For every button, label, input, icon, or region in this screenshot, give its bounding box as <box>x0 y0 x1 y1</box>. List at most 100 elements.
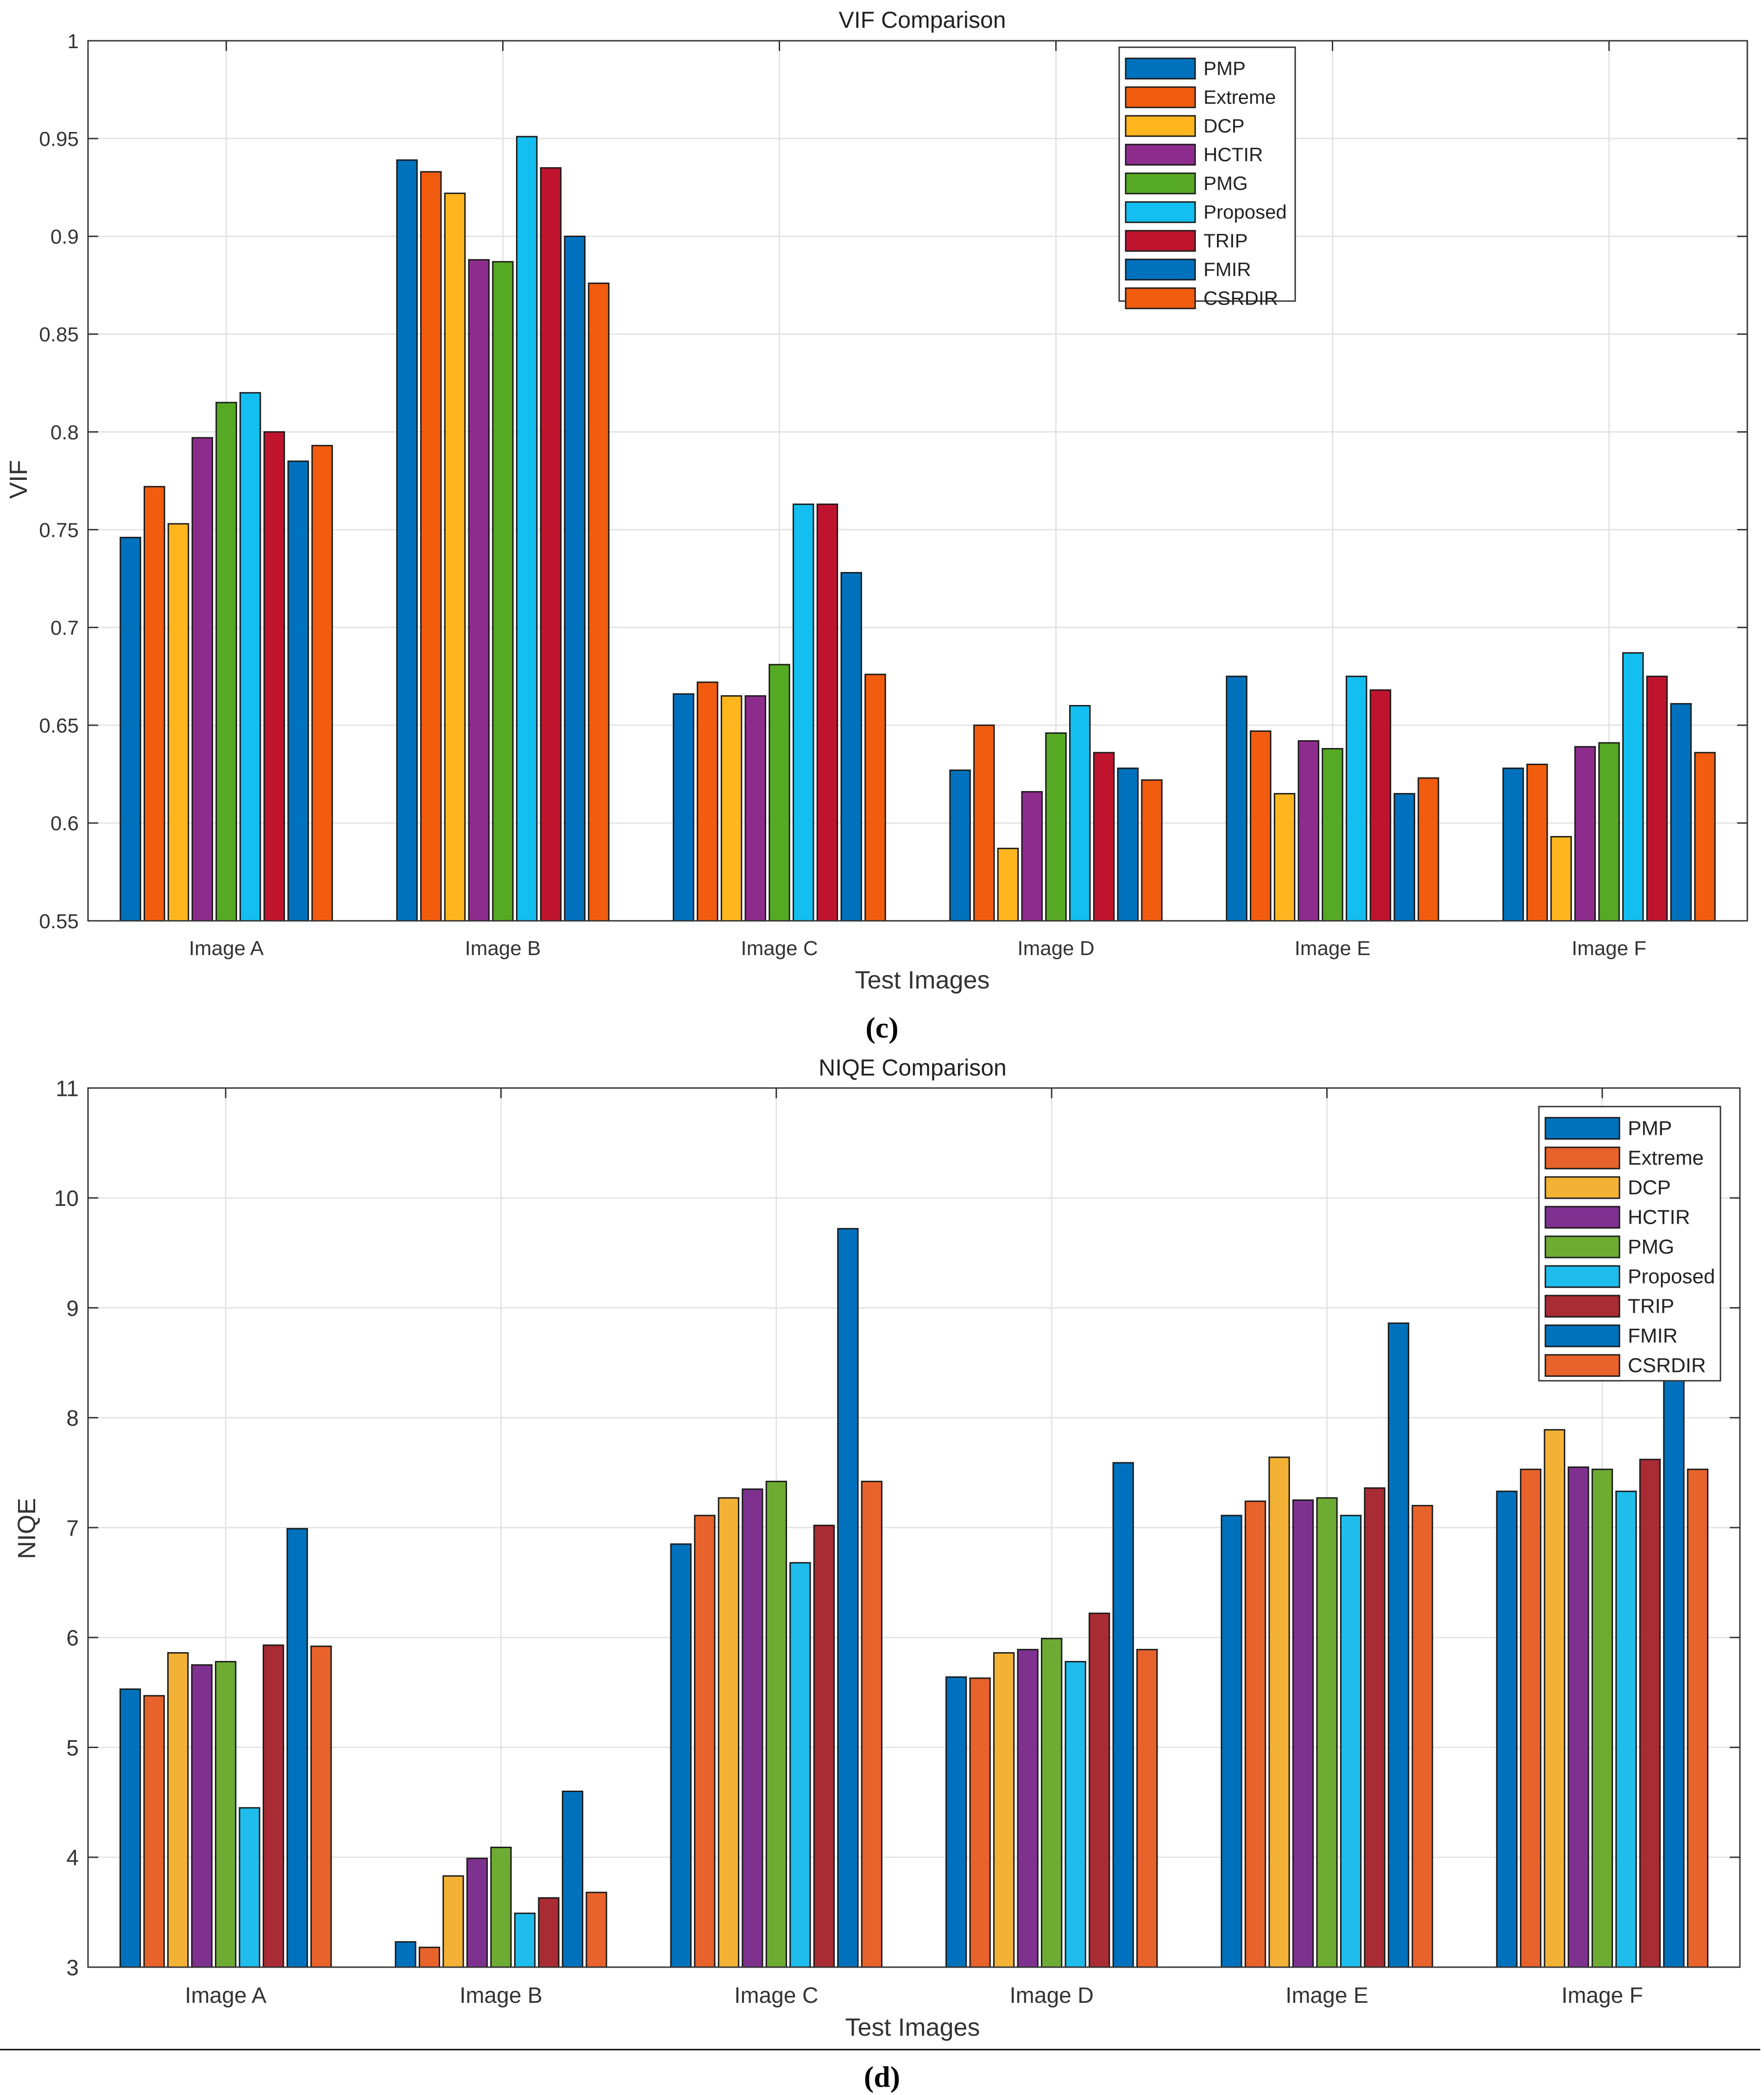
vif-bar-extreme-image-b <box>420 171 442 922</box>
niqe-bar-proposed-image-a <box>239 1807 260 1968</box>
niqe-bar-extreme-image-d <box>969 1677 991 1968</box>
niqe-y-axis-label: NIQE <box>13 1498 41 1559</box>
niqe-bar-trip-image-c <box>813 1524 835 1968</box>
niqe-bar-extreme-image-c <box>694 1515 716 1968</box>
niqe-legend-swatch-trip <box>1544 1295 1620 1318</box>
niqe-bar-extreme-image-b <box>418 1946 441 1968</box>
vif-bar-dcp-image-c <box>720 695 743 922</box>
niqe-legend-label-fmir: FMIR <box>1628 1325 1678 1347</box>
vif-chart: VIF Comparison Test Images VIF (c) 0.55 0… <box>5 7 1748 1044</box>
niqe-y-tick-label: 7 <box>66 1516 79 1541</box>
vif-y-tick-label: 0.85 <box>39 323 79 346</box>
vif-bar-hctir-image-b <box>468 259 490 922</box>
vif-legend-swatch-fmir <box>1125 258 1196 281</box>
vif-legend-label-dcp: DCP <box>1203 115 1245 137</box>
niqe-legend-label-pmg: PMG <box>1628 1236 1674 1258</box>
niqe-y-tick-label: 10 <box>54 1187 79 1211</box>
vif-legend-label-hctir: HCTIR <box>1203 144 1263 165</box>
niqe-legend-label-pmp: PMP <box>1628 1117 1672 1140</box>
vif-bar-pmp-image-c <box>673 693 694 922</box>
vif-bar-trip-image-f <box>1646 675 1668 922</box>
niqe-y-tick-label: 6 <box>66 1626 79 1651</box>
vif-bar-proposed-image-d <box>1069 705 1091 922</box>
niqe-bar-proposed-image-d <box>1065 1661 1086 1968</box>
niqe-y-tick-label: 5 <box>66 1736 79 1761</box>
niqe-bar-fmir-image-a <box>286 1528 308 1968</box>
vif-bar-dcp-image-f <box>1550 836 1572 922</box>
vif-bar-pmg-image-d <box>1045 732 1067 922</box>
vif-y-tick-label: 0.9 <box>50 226 79 248</box>
niqe-bar-pmp-image-f <box>1496 1491 1518 1968</box>
niqe-bar-fmir-image-b <box>561 1790 584 1968</box>
niqe-bar-proposed-image-c <box>789 1562 811 1968</box>
vif-bar-csrdir-image-c <box>864 673 886 922</box>
vif-bar-pmp-image-d <box>949 769 971 922</box>
niqe-bar-pmg-image-c <box>765 1480 787 1968</box>
niqe-bar-dcp-image-c <box>718 1497 739 1968</box>
vif-bar-dcp-image-e <box>1273 793 1296 922</box>
vif-bar-fmir-image-c <box>840 572 862 922</box>
niqe-bar-proposed-image-e <box>1340 1515 1362 1968</box>
vif-bar-pmp-image-a <box>120 536 141 922</box>
vif-bar-extreme-image-e <box>1250 730 1272 922</box>
niqe-chart: NIQE Comparison Test Images NIQE (d) 3 4 5… <box>0 1055 1760 2093</box>
vif-legend-label-trip: TRIP <box>1203 230 1248 252</box>
vif-y-tick-label: 0.6 <box>50 812 79 835</box>
vif-x-tick-label-image-a: Image A <box>189 937 264 960</box>
vif-x-tick-label-image-e: Image E <box>1295 937 1371 960</box>
niqe-legend-swatch-pmp <box>1544 1117 1620 1140</box>
niqe-legend-swatch-pmg <box>1544 1235 1620 1258</box>
niqe-bar-pmg-image-f <box>1591 1468 1613 1968</box>
vif-bar-pmg-image-b <box>492 261 514 922</box>
niqe-chart-title: NIQE Comparison <box>819 1055 1007 1081</box>
vif-bar-extreme-image-f <box>1526 763 1548 922</box>
niqe-y-tick-label: 4 <box>66 1846 79 1870</box>
vif-bar-hctir-image-e <box>1298 740 1319 922</box>
niqe-bar-pmg-image-a <box>215 1661 237 1968</box>
vif-bar-fmir-image-f <box>1670 703 1692 922</box>
vif-legend-swatch-hctir <box>1125 144 1196 166</box>
niqe-bar-pmp-image-b <box>395 1941 416 1968</box>
vif-caption: (c) <box>865 1011 898 1044</box>
niqe-legend-label-csrdir: CSRDIR <box>1628 1354 1706 1377</box>
vif-bar-csrdir-image-f <box>1694 752 1716 922</box>
vif-bar-proposed-image-f <box>1622 652 1644 922</box>
niqe-bar-pmg-image-d <box>1041 1638 1063 1968</box>
vif-x-tick-label-image-d: Image D <box>1017 937 1094 960</box>
vif-bar-proposed-image-c <box>793 503 814 922</box>
vif-legend-label-csrdir: CSRDIR <box>1203 287 1278 309</box>
niqe-bar-trip-image-b <box>538 1897 560 1968</box>
vif-bar-pmp-image-e <box>1226 675 1247 922</box>
niqe-bar-dcp-image-d <box>993 1652 1015 1968</box>
niqe-x-tick-label-image-c: Image C <box>734 1983 818 2008</box>
niqe-bar-hctir-image-a <box>191 1664 213 1968</box>
niqe-bar-extreme-image-f <box>1520 1468 1542 1968</box>
niqe-bar-csrdir-image-a <box>310 1645 332 1968</box>
niqe-legend-label-extreme: Extreme <box>1628 1147 1704 1170</box>
niqe-bar-dcp-image-e <box>1268 1456 1290 1968</box>
vif-y-tick-label: 0.8 <box>50 421 79 444</box>
vif-bar-trip-image-c <box>816 503 838 922</box>
niqe-bar-hctir-image-c <box>742 1488 763 1968</box>
vif-bar-trip-image-a <box>263 431 285 922</box>
niqe-bar-csrdir-image-c <box>861 1480 883 1968</box>
niqe-bar-dcp-image-b <box>442 1875 464 1968</box>
vif-bar-csrdir-image-d <box>1141 779 1163 922</box>
niqe-bar-pmp-image-c <box>670 1543 692 1968</box>
vif-bar-extreme-image-d <box>973 724 995 922</box>
niqe-legend-swatch-extreme <box>1544 1146 1620 1170</box>
niqe-bar-trip-image-f <box>1639 1459 1661 1968</box>
niqe-bar-csrdir-image-b <box>586 1892 607 1968</box>
niqe-legend-swatch-fmir <box>1544 1324 1620 1347</box>
vif-y-tick-label: 0.75 <box>39 519 79 541</box>
vif-legend-swatch-trip <box>1125 230 1196 252</box>
vif-bar-fmir-image-d <box>1117 768 1139 922</box>
vif-bar-pmg-image-e <box>1322 748 1343 922</box>
vif-legend-swatch-dcp <box>1125 115 1196 137</box>
vif-bar-csrdir-image-b <box>588 283 610 922</box>
niqe-bar-pmg-image-e <box>1316 1497 1338 1968</box>
niqe-bar-hctir-image-b <box>466 1857 488 1968</box>
niqe-bar-trip-image-a <box>263 1644 284 1968</box>
vif-legend-swatch-csrdir <box>1125 287 1196 309</box>
